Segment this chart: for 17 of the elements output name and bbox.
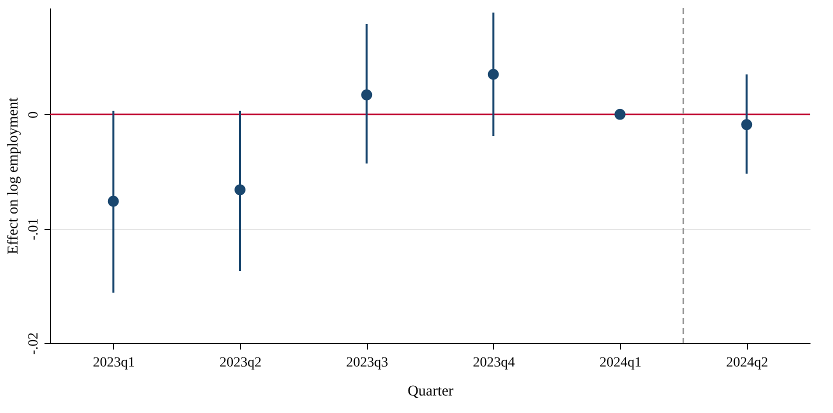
point	[488, 68, 499, 80]
x-axis-title: Quarter	[408, 384, 454, 400]
y-tick-label: -.02	[26, 332, 42, 355]
x-tick-label: 2024q2	[726, 356, 768, 370]
point	[108, 196, 119, 207]
y-tick-label: 0	[26, 111, 42, 118]
x-tick-label: 2023q4	[472, 356, 515, 370]
y-axis-title: Effect on log employment	[6, 96, 22, 254]
x-tick-label: 2023q2	[220, 356, 262, 370]
point	[614, 108, 626, 120]
x-tick-label: 2024q1	[600, 356, 642, 370]
x-tick-label: 2023q1	[92, 356, 135, 370]
y-tick-label: -.01	[26, 218, 42, 240]
point	[741, 119, 752, 130]
point	[234, 184, 246, 196]
point	[361, 89, 372, 100]
x-tick-label: 2023q3	[346, 356, 388, 370]
